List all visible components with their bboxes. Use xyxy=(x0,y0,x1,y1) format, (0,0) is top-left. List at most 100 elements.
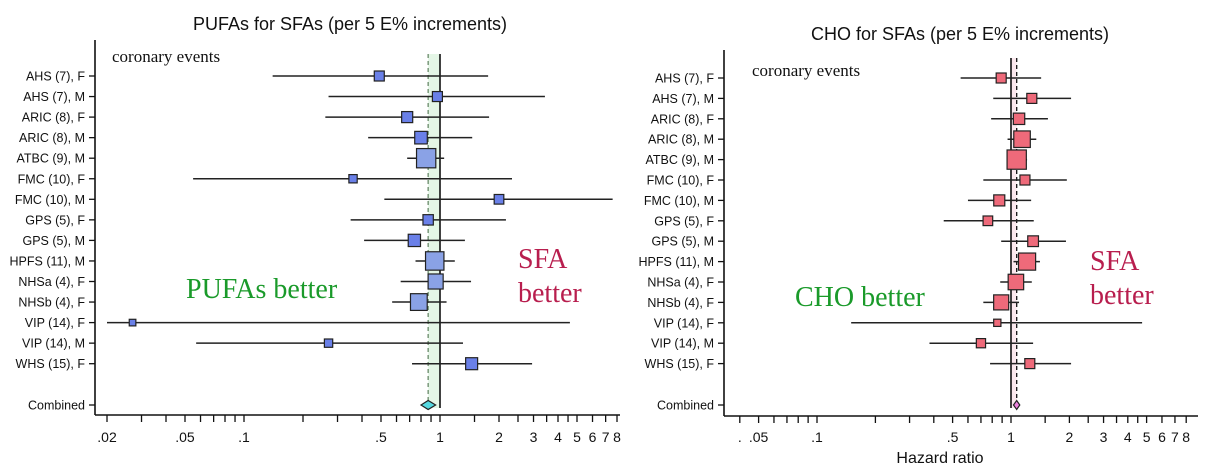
study-label: VIP (14), F xyxy=(25,316,86,330)
x-tick-label: 8 xyxy=(1182,429,1190,445)
study-label: ATBC (9), M xyxy=(645,153,714,167)
point-estimate-box xyxy=(431,90,444,103)
study-label: ARIC (8), F xyxy=(22,111,86,125)
x-tick-label: 4 xyxy=(554,429,562,445)
study-label: FMC (10), F xyxy=(18,172,86,186)
annotation-right-line1: SFA xyxy=(518,244,568,275)
x-tick-label: .5 xyxy=(947,429,959,445)
point-estimate-box xyxy=(995,72,1007,84)
combined-label: Combined xyxy=(657,399,714,413)
point-estimate-box xyxy=(993,318,1002,328)
x-tick-label: 1 xyxy=(1007,429,1015,445)
point-estimate-box xyxy=(975,337,987,349)
x-tick-label: .1 xyxy=(811,429,823,445)
study-label: ATBC (9), M xyxy=(16,152,85,166)
point-estimate-box xyxy=(1019,174,1031,186)
x-tick-label: 3 xyxy=(530,429,538,445)
study-label: FMC (10), M xyxy=(15,193,85,207)
annotation-left: CHO better xyxy=(795,282,926,313)
x-tick-label: 3 xyxy=(1100,429,1108,445)
x-tick-label: 5 xyxy=(573,429,581,445)
x-tick-label: .05 xyxy=(749,429,769,445)
study-label: ARIC (8), M xyxy=(19,131,85,145)
study-label: FMC (10), M xyxy=(644,194,714,208)
point-estimate-box xyxy=(422,214,434,226)
point-estimate-box xyxy=(1027,235,1040,248)
x-tick-label: . xyxy=(738,429,742,445)
panel-pufa: .02 .05 .1 .5 1 2 3 4 5 6 7 8 AHS (7), F AHS (7), M AR… xyxy=(10,14,622,445)
chart-subtitle: coronary events xyxy=(752,61,860,80)
point-estimate-box xyxy=(401,110,414,124)
chart-subtitle: coronary events xyxy=(112,47,220,66)
x-tick-label: 6 xyxy=(1158,429,1166,445)
annotation-right-line2: better xyxy=(1090,280,1154,311)
study-label: GPS (5), M xyxy=(651,235,714,249)
x-tick-label: 2 xyxy=(495,429,503,445)
combined-diamond xyxy=(419,399,437,411)
study-label: NHSb (4), F xyxy=(647,296,714,310)
pooled-band xyxy=(428,54,440,408)
study-label: GPS (5), M xyxy=(22,234,85,248)
point-estimate-box xyxy=(993,194,1006,207)
annotation-left: PUFAs better xyxy=(186,274,338,305)
panel-cho: . .05 .1 .5 1 2 3 4 5 6 7 8 AHS (7), F AHS (7), M ARIC… xyxy=(639,24,1198,467)
point-estimate-box xyxy=(348,173,358,184)
study-label: AHS (7), M xyxy=(23,90,85,104)
x-tick-label: 6 xyxy=(589,429,597,445)
x-tick-label: 8 xyxy=(613,429,621,445)
point-estimate-box xyxy=(1017,252,1037,271)
point-estimate-box xyxy=(409,293,428,312)
study-label: FMC (10), F xyxy=(647,174,715,188)
study-label: NHSa (4), F xyxy=(647,276,714,290)
point-estimate-box xyxy=(465,357,479,371)
point-estimate-box xyxy=(1013,130,1031,149)
chart-title: CHO for SFAs (per 5 E% increments) xyxy=(811,24,1109,44)
study-label: HPFS (11), M xyxy=(639,255,714,269)
study-label: AHS (7), F xyxy=(26,70,85,84)
x-tick-label: .1 xyxy=(238,429,250,445)
study-label: AHS (7), F xyxy=(655,72,714,86)
point-estimate-box xyxy=(414,130,428,145)
x-tick-label: .5 xyxy=(375,429,387,445)
combined-label: Combined xyxy=(28,399,85,413)
point-estimate-box xyxy=(424,251,445,271)
x-tick-label: 7 xyxy=(1171,429,1179,445)
combined-diamond xyxy=(1012,399,1021,411)
point-estimate-box xyxy=(493,193,505,205)
study-label: GPS (5), F xyxy=(654,214,714,228)
x-tick-label: .05 xyxy=(175,429,195,445)
study-label: HPFS (11), M xyxy=(10,254,85,268)
study-label: ARIC (8), M xyxy=(648,133,714,147)
annotation-right-line1: SFA xyxy=(1090,246,1140,277)
point-estimate-box xyxy=(982,215,994,227)
x-tick-label: .02 xyxy=(97,429,117,445)
x-tick-label: 4 xyxy=(1124,429,1132,445)
annotation-right-line2: better xyxy=(518,278,582,309)
pooled-band xyxy=(1011,58,1017,408)
point-estimate-box xyxy=(1024,358,1036,370)
x-axis-label: Hazard ratio xyxy=(896,450,983,467)
x-tick-label: 1 xyxy=(436,429,444,445)
point-estimate-box xyxy=(427,273,444,290)
point-estimate-box xyxy=(323,338,334,348)
study-label: VIP (14), F xyxy=(654,316,715,330)
study-label: VIP (14), M xyxy=(651,337,714,351)
point-estimate-box xyxy=(373,70,385,82)
point-estimate-box xyxy=(1012,112,1026,126)
x-tick-label: 7 xyxy=(602,429,610,445)
study-label: WHS (15), F xyxy=(16,357,86,371)
x-tick-label: 2 xyxy=(1066,429,1074,445)
study-label: WHS (15), F xyxy=(645,357,715,371)
study-label: AHS (7), M xyxy=(652,92,714,106)
point-estimate-box xyxy=(407,233,422,248)
point-estimate-box xyxy=(128,318,137,327)
study-label: VIP (14), M xyxy=(22,337,85,351)
point-estimate-box xyxy=(1026,92,1038,105)
x-tick-label: 5 xyxy=(1143,429,1151,445)
study-label: NHSa (4), F xyxy=(18,275,85,289)
study-label: ARIC (8), F xyxy=(651,112,715,126)
study-label: GPS (5), F xyxy=(25,213,85,227)
point-estimate-box xyxy=(1007,273,1025,291)
point-estimate-box xyxy=(993,294,1010,311)
